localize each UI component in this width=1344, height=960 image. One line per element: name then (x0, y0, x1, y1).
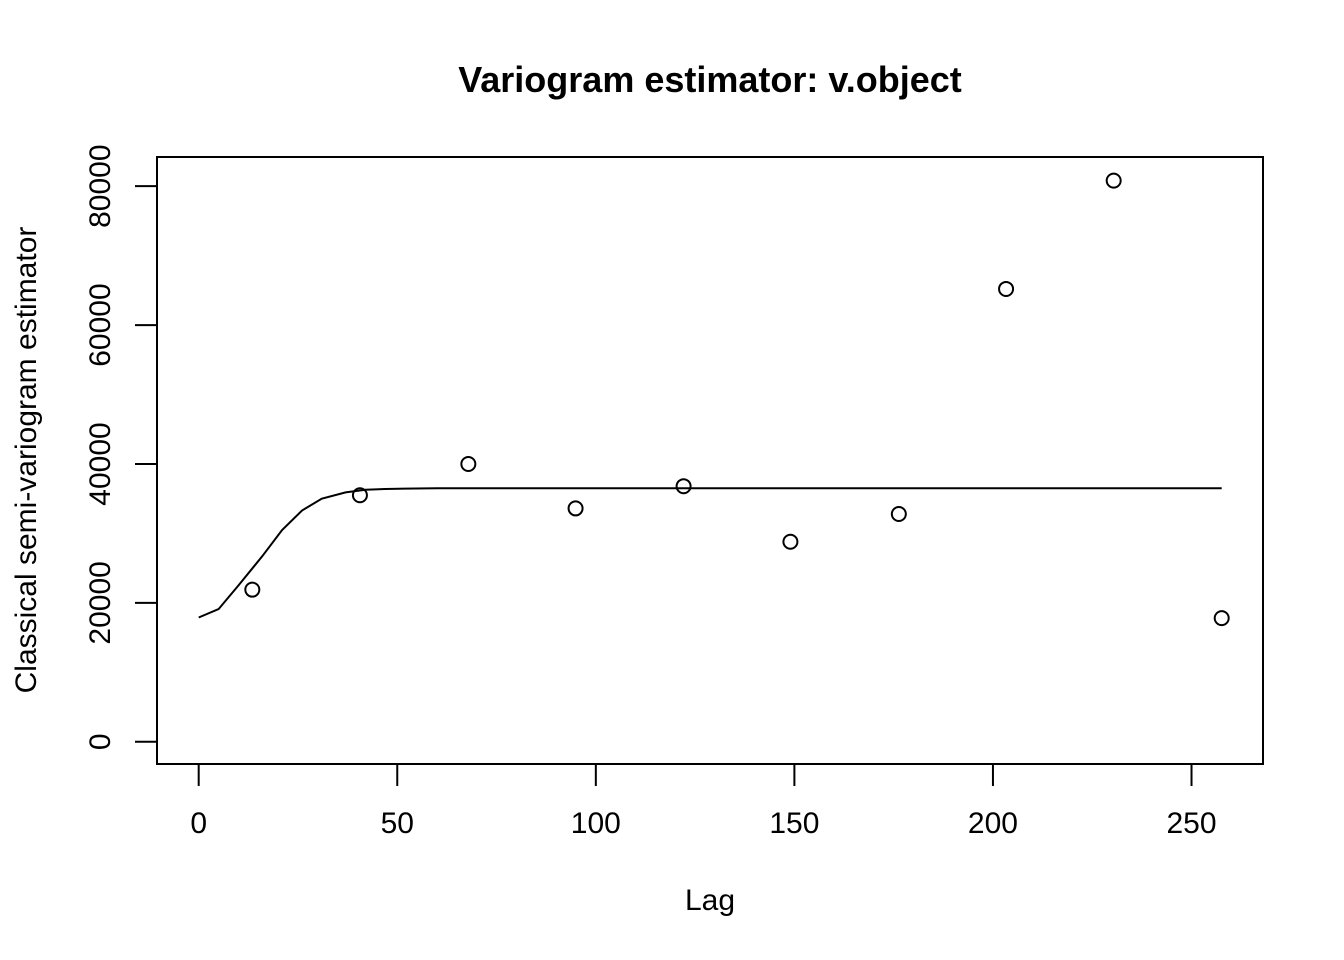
y-tick-label: 20000 (84, 561, 117, 644)
x-tick-label: 200 (968, 807, 1018, 840)
data-point (460, 455, 477, 472)
y-axis-label: Classical semi-variogram estimator (10, 227, 43, 694)
series-layer (198, 172, 1230, 627)
x-tick-label: 50 (381, 807, 414, 840)
data-point (998, 280, 1015, 297)
x-axis-label: Lag (685, 884, 735, 917)
y-tick-label: 60000 (84, 283, 117, 366)
y-tick-label: 80000 (84, 144, 117, 227)
x-tick-label: 0 (190, 807, 207, 840)
plot-frame (156, 156, 1264, 765)
data-point (890, 505, 907, 522)
y-axis: 0 20000 40000 60000 80000 (84, 144, 158, 750)
data-point (1105, 172, 1122, 189)
y-tick-label: 0 (84, 733, 117, 750)
x-axis: 0 50 100 150 200 250 (190, 763, 1217, 840)
x-tick-label: 250 (1166, 807, 1216, 840)
y-tick-label: 40000 (84, 422, 117, 505)
data-point (244, 581, 261, 598)
data-point (567, 500, 584, 517)
model-curve (198, 487, 1222, 619)
data-point (1213, 610, 1230, 627)
data-point (782, 533, 799, 550)
x-tick-label: 150 (769, 807, 819, 840)
x-tick-label: 100 (571, 807, 621, 840)
data-point (675, 478, 692, 495)
chart-title: Variogram estimator: v.object (458, 59, 962, 100)
data-point (351, 487, 368, 504)
